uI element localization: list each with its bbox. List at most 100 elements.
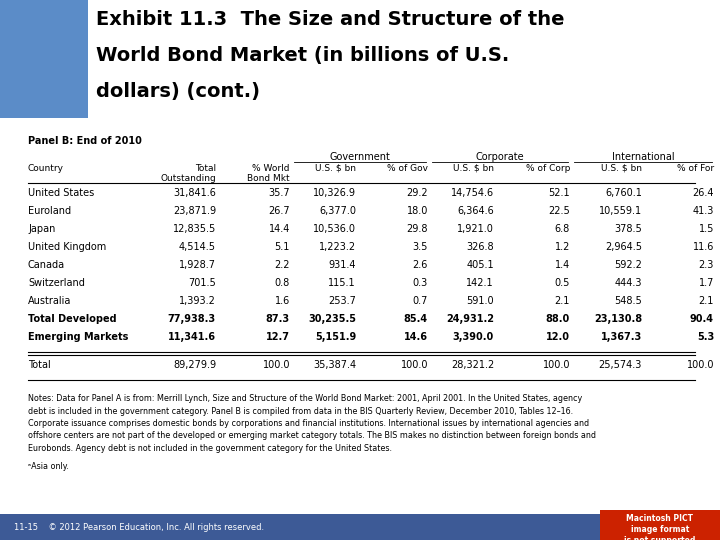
Text: 5.1: 5.1 [274, 242, 290, 252]
FancyBboxPatch shape [600, 510, 720, 540]
Text: 100.0: 100.0 [263, 360, 290, 370]
Text: 24,931.2: 24,931.2 [446, 314, 494, 324]
Text: 5,151.9: 5,151.9 [315, 332, 356, 342]
Text: 23,130.8: 23,130.8 [594, 314, 642, 324]
Text: Canada: Canada [28, 260, 65, 270]
Text: % of For: % of For [677, 164, 714, 173]
Text: 6,377.0: 6,377.0 [319, 206, 356, 216]
Text: 2.6: 2.6 [413, 260, 428, 270]
Text: 23,871.9: 23,871.9 [173, 206, 216, 216]
Text: 931.4: 931.4 [328, 260, 356, 270]
Text: 0.7: 0.7 [413, 296, 428, 306]
Text: 1,223.2: 1,223.2 [319, 242, 356, 252]
Text: 1.6: 1.6 [275, 296, 290, 306]
Text: 1,928.7: 1,928.7 [179, 260, 216, 270]
Text: 35.7: 35.7 [269, 188, 290, 198]
Text: 5.3: 5.3 [697, 332, 714, 342]
Text: 1.7: 1.7 [698, 278, 714, 288]
Text: 3.5: 3.5 [413, 242, 428, 252]
Text: 1.4: 1.4 [554, 260, 570, 270]
Text: Total Developed: Total Developed [28, 314, 117, 324]
Text: 26.7: 26.7 [269, 206, 290, 216]
Text: 6,364.6: 6,364.6 [457, 206, 494, 216]
Text: 591.0: 591.0 [467, 296, 494, 306]
Text: 326.8: 326.8 [467, 242, 494, 252]
Text: Total: Total [28, 360, 50, 370]
Text: 253.7: 253.7 [328, 296, 356, 306]
Text: 701.5: 701.5 [188, 278, 216, 288]
Text: United States: United States [28, 188, 94, 198]
FancyBboxPatch shape [0, 514, 720, 540]
Text: International: International [612, 152, 675, 162]
Text: 4,514.5: 4,514.5 [179, 242, 216, 252]
Text: 378.5: 378.5 [614, 224, 642, 234]
Text: United Kingdom: United Kingdom [28, 242, 107, 252]
Text: 1.5: 1.5 [698, 224, 714, 234]
Text: 1,921.0: 1,921.0 [457, 224, 494, 234]
Text: 89,279.9: 89,279.9 [173, 360, 216, 370]
Text: U.S. $ bn: U.S. $ bn [453, 164, 494, 173]
Text: 18.0: 18.0 [407, 206, 428, 216]
Text: 52.1: 52.1 [549, 188, 570, 198]
Text: 10,326.9: 10,326.9 [313, 188, 356, 198]
Text: Corporate: Corporate [476, 152, 524, 162]
Text: Japan: Japan [28, 224, 55, 234]
Text: 3,390.0: 3,390.0 [453, 332, 494, 342]
Text: 85.4: 85.4 [404, 314, 428, 324]
Text: 115.1: 115.1 [328, 278, 356, 288]
Text: 22.5: 22.5 [548, 206, 570, 216]
Text: 11,341.6: 11,341.6 [168, 332, 216, 342]
Text: 2.1: 2.1 [698, 296, 714, 306]
Text: 0.8: 0.8 [275, 278, 290, 288]
Text: 2.1: 2.1 [554, 296, 570, 306]
Text: ᵃAsia only.: ᵃAsia only. [28, 462, 69, 471]
Text: 25,574.3: 25,574.3 [598, 360, 642, 370]
Text: Country: Country [28, 164, 64, 173]
Text: 1,367.3: 1,367.3 [600, 332, 642, 342]
Text: 10,536.0: 10,536.0 [313, 224, 356, 234]
Text: 0.5: 0.5 [554, 278, 570, 288]
Text: 12,835.5: 12,835.5 [173, 224, 216, 234]
Text: 14.6: 14.6 [404, 332, 428, 342]
Text: 41.3: 41.3 [693, 206, 714, 216]
Text: 405.1: 405.1 [467, 260, 494, 270]
Text: 1,393.2: 1,393.2 [179, 296, 216, 306]
Text: 444.3: 444.3 [614, 278, 642, 288]
Text: 2.2: 2.2 [274, 260, 290, 270]
Text: Total
Outstanding: Total Outstanding [161, 164, 216, 184]
Text: 26.4: 26.4 [693, 188, 714, 198]
Text: 11-15    © 2012 Pearson Education, Inc. All rights reserved.: 11-15 © 2012 Pearson Education, Inc. All… [14, 523, 264, 531]
Text: 100.0: 100.0 [686, 360, 714, 370]
Text: 6,760.1: 6,760.1 [605, 188, 642, 198]
Text: Australia: Australia [28, 296, 71, 306]
Text: 90.4: 90.4 [690, 314, 714, 324]
Text: U.S. $ bn: U.S. $ bn [315, 164, 356, 173]
Text: Government: Government [330, 152, 390, 162]
Text: 12.0: 12.0 [546, 332, 570, 342]
Text: 100.0: 100.0 [542, 360, 570, 370]
Text: 2,964.5: 2,964.5 [605, 242, 642, 252]
Text: 30,235.5: 30,235.5 [308, 314, 356, 324]
Text: 28,321.2: 28,321.2 [451, 360, 494, 370]
Text: 100.0: 100.0 [400, 360, 428, 370]
Text: 88.0: 88.0 [546, 314, 570, 324]
Text: Notes: Data for Panel A is from: Merrill Lynch, Size and Structure of the World : Notes: Data for Panel A is from: Merrill… [28, 394, 596, 453]
Text: 12.7: 12.7 [266, 332, 290, 342]
Text: 29.2: 29.2 [406, 188, 428, 198]
Text: 6.8: 6.8 [554, 224, 570, 234]
Text: 87.3: 87.3 [266, 314, 290, 324]
Text: Macintosh PICT
image format
is not supported: Macintosh PICT image format is not suppo… [624, 514, 696, 540]
Text: 14.4: 14.4 [269, 224, 290, 234]
Text: 14,754.6: 14,754.6 [451, 188, 494, 198]
Text: Euroland: Euroland [28, 206, 71, 216]
Text: Emerging Markets: Emerging Markets [28, 332, 128, 342]
Text: U.S. $ bn: U.S. $ bn [601, 164, 642, 173]
Text: 10,559.1: 10,559.1 [599, 206, 642, 216]
Text: 0.3: 0.3 [413, 278, 428, 288]
Text: % World
Bond Mkt: % World Bond Mkt [248, 164, 290, 184]
Text: 592.2: 592.2 [614, 260, 642, 270]
Text: Panel B: End of 2010: Panel B: End of 2010 [28, 136, 142, 146]
Text: % of Gov: % of Gov [387, 164, 428, 173]
Text: 548.5: 548.5 [614, 296, 642, 306]
Text: Exhibit 11.3  The Size and Structure of the: Exhibit 11.3 The Size and Structure of t… [96, 10, 564, 29]
